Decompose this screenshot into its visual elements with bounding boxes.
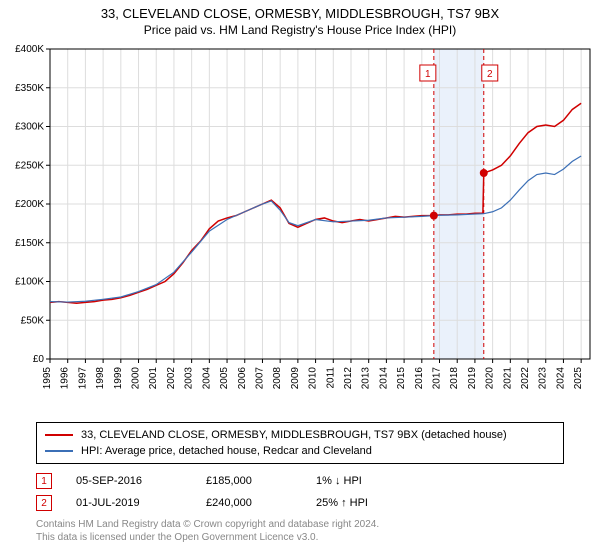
svg-text:2015: 2015 — [396, 367, 407, 390]
svg-text:2002: 2002 — [166, 367, 177, 390]
legend-row: HPI: Average price, detached house, Redc… — [45, 443, 555, 459]
svg-text:2022: 2022 — [520, 367, 531, 390]
svg-text:2003: 2003 — [184, 367, 195, 390]
svg-text:2013: 2013 — [361, 367, 372, 390]
legend-row: 33, CLEVELAND CLOSE, ORMESBY, MIDDLESBRO… — [45, 427, 555, 443]
legend: 33, CLEVELAND CLOSE, ORMESBY, MIDDLESBRO… — [36, 422, 564, 464]
svg-text:2014: 2014 — [378, 367, 389, 390]
svg-text:2000: 2000 — [131, 367, 142, 390]
legend-swatch-hpi — [45, 450, 73, 452]
svg-text:£250K: £250K — [15, 160, 44, 171]
svg-text:2: 2 — [487, 69, 493, 80]
sale-rows: 1 05-SEP-2016 £185,000 1% ↓ HPI 2 01-JUL… — [36, 470, 564, 514]
sale-price: £240,000 — [206, 497, 316, 509]
svg-text:£50K: £50K — [21, 315, 45, 326]
svg-text:1995: 1995 — [42, 367, 53, 390]
svg-text:2018: 2018 — [449, 367, 460, 390]
legend-swatch-property — [45, 434, 73, 436]
svg-text:1996: 1996 — [60, 367, 71, 390]
svg-text:2020: 2020 — [485, 367, 496, 390]
svg-text:2025: 2025 — [573, 367, 584, 390]
sale-row: 2 01-JUL-2019 £240,000 25% ↑ HPI — [36, 492, 564, 514]
sale-delta: 25% ↑ HPI — [316, 497, 436, 509]
chart-area: £0 £50K £100K £150K £200K £250K £300K £350K £400… — [0, 39, 600, 414]
svg-text:1: 1 — [425, 69, 431, 80]
title-main: 33, CLEVELAND CLOSE, ORMESBY, MIDDLESBRO… — [0, 6, 600, 21]
svg-text:2005: 2005 — [219, 367, 230, 390]
svg-text:2016: 2016 — [414, 367, 425, 390]
legend-label-property: 33, CLEVELAND CLOSE, ORMESBY, MIDDLESBRO… — [81, 429, 507, 441]
chart-svg: £0 £50K £100K £150K £200K £250K £300K £350K £400… — [0, 39, 600, 414]
sale-marker-1: 1 — [36, 473, 52, 489]
svg-text:1997: 1997 — [77, 367, 88, 390]
title-sub: Price paid vs. HM Land Registry's House … — [0, 23, 600, 37]
svg-text:2009: 2009 — [290, 367, 301, 390]
figure: 33, CLEVELAND CLOSE, ORMESBY, MIDDLESBRO… — [0, 0, 600, 544]
footer: Contains HM Land Registry data © Crown c… — [36, 518, 564, 544]
svg-text:£300K: £300K — [15, 122, 44, 133]
svg-text:2012: 2012 — [343, 367, 354, 390]
svg-text:2006: 2006 — [237, 367, 248, 390]
title-block: 33, CLEVELAND CLOSE, ORMESBY, MIDDLESBRO… — [0, 0, 600, 39]
svg-text:2023: 2023 — [538, 367, 549, 390]
svg-text:2010: 2010 — [308, 367, 319, 390]
svg-text:2019: 2019 — [467, 367, 478, 390]
sale-date: 05-SEP-2016 — [76, 475, 206, 487]
sale-date: 01-JUL-2019 — [76, 497, 206, 509]
svg-text:2008: 2008 — [272, 367, 283, 390]
footer-line1: Contains HM Land Registry data © Crown c… — [36, 518, 564, 531]
svg-text:2007: 2007 — [254, 367, 265, 390]
svg-text:2001: 2001 — [148, 367, 159, 390]
svg-text:£100K: £100K — [15, 277, 44, 288]
svg-text:2021: 2021 — [502, 367, 513, 390]
sale-price: £185,000 — [206, 475, 316, 487]
svg-text:£200K: £200K — [15, 199, 44, 210]
svg-text:1998: 1998 — [95, 367, 106, 390]
sale-row: 1 05-SEP-2016 £185,000 1% ↓ HPI — [36, 470, 564, 492]
svg-text:£350K: £350K — [15, 83, 44, 94]
sale-delta: 1% ↓ HPI — [316, 475, 436, 487]
svg-text:2024: 2024 — [555, 367, 566, 390]
svg-text:1999: 1999 — [113, 367, 124, 390]
legend-label-hpi: HPI: Average price, detached house, Redc… — [81, 445, 372, 457]
svg-text:2004: 2004 — [201, 367, 212, 390]
svg-text:2011: 2011 — [325, 367, 336, 389]
footer-line2: This data is licensed under the Open Gov… — [36, 531, 564, 544]
svg-text:£0: £0 — [33, 354, 45, 365]
sale-marker-2: 2 — [36, 495, 52, 511]
svg-text:£150K: £150K — [15, 238, 44, 249]
svg-text:£400K: £400K — [15, 44, 44, 55]
svg-text:2017: 2017 — [432, 367, 443, 390]
